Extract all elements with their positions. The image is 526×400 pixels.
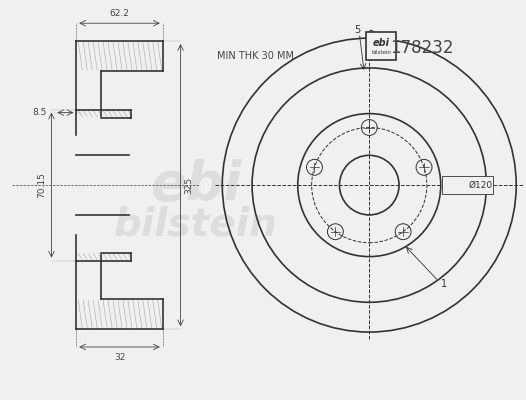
Text: 8.5: 8.5	[32, 108, 46, 117]
FancyBboxPatch shape	[442, 176, 493, 194]
Text: 325: 325	[185, 176, 194, 194]
Text: 1: 1	[441, 280, 447, 290]
Text: 32: 32	[114, 353, 125, 362]
Text: bilstein: bilstein	[371, 50, 391, 54]
Text: 5: 5	[354, 25, 360, 35]
Text: ebi: ebi	[373, 38, 390, 48]
Text: Ø120: Ø120	[469, 181, 492, 190]
FancyBboxPatch shape	[366, 32, 396, 60]
Text: 62.2: 62.2	[109, 9, 129, 18]
Text: MIN THK 30 MM: MIN THK 30 MM	[217, 51, 294, 61]
Text: 70.15: 70.15	[37, 172, 46, 198]
Text: 178232: 178232	[390, 39, 453, 57]
Text: ebi: ebi	[150, 159, 241, 211]
Text: bilstein: bilstein	[114, 206, 277, 244]
